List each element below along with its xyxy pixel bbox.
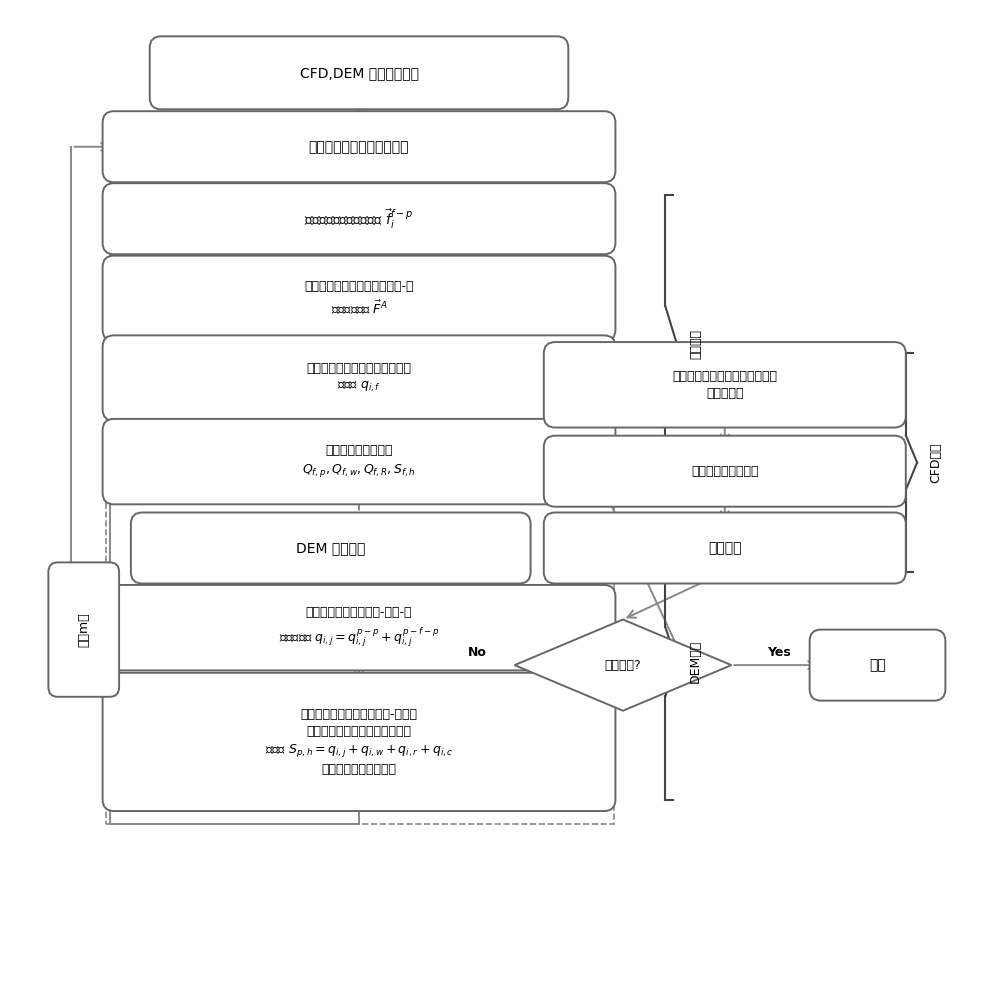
Text: 计算所有流体单元中
$Q_{f,p},Q_{f,w},Q_{f,R},S_{f,h}$: 计算所有流体单元中 $Q_{f,p},Q_{f,w},Q_{f,R},S_{f,… xyxy=(302,444,416,479)
Text: CFD,DEM 及耦合初始化: CFD,DEM 及耦合初始化 xyxy=(300,66,418,80)
Text: DEM模块: DEM模块 xyxy=(689,640,702,683)
FancyBboxPatch shape xyxy=(102,335,616,421)
FancyBboxPatch shape xyxy=(102,111,616,182)
Text: 计算所有额粒热源相中额粒-额粒，
额粒壁面，热辐射，额粒自身换
热总和 $S_{p,h}=q_{i,j}+q_{i,w}+q_{i,r}+q_{i,c}$
并求: 计算所有额粒热源相中额粒-额粒， 额粒壁面，热辐射，额粒自身换 热总和 $S_{… xyxy=(265,708,454,776)
Text: 迭代m次: 迭代m次 xyxy=(78,612,90,647)
Text: 计算流体相控制方程获得流体速
度及压力场: 计算流体相控制方程获得流体速 度及压力场 xyxy=(673,370,778,400)
FancyBboxPatch shape xyxy=(544,512,905,584)
FancyBboxPatch shape xyxy=(544,342,905,428)
Text: DEM 迭代循环: DEM 迭代循环 xyxy=(296,541,365,555)
FancyBboxPatch shape xyxy=(102,183,616,254)
FancyBboxPatch shape xyxy=(809,630,946,701)
Text: 计算所有额粒与周围流体间对流
换热量 $q_{i,f}$: 计算所有额粒与周围流体间对流 换热量 $q_{i,f}$ xyxy=(306,362,411,394)
Text: 计算每个流体单元中体积流体-额
粒相互作用力 $\vec{F}^A$: 计算每个流体单元中体积流体-额 粒相互作用力 $\vec{F}^A$ xyxy=(304,280,413,317)
FancyBboxPatch shape xyxy=(544,436,905,507)
FancyBboxPatch shape xyxy=(102,256,616,341)
Text: 结果输出: 结果输出 xyxy=(708,541,741,555)
FancyBboxPatch shape xyxy=(102,585,616,670)
FancyBboxPatch shape xyxy=(149,36,569,109)
Text: 结束: 结束 xyxy=(869,658,886,672)
Text: No: No xyxy=(467,646,486,659)
Text: Yes: Yes xyxy=(767,646,791,659)
Text: 耦合模块: 耦合模块 xyxy=(689,329,702,359)
Text: 计算流体对额粒的作用力 $\vec{f}_i^{f-p}$: 计算流体对额粒的作用力 $\vec{f}_i^{f-p}$ xyxy=(304,207,413,231)
Text: CFD模块: CFD模块 xyxy=(929,442,943,483)
Text: 计算时间?: 计算时间? xyxy=(605,659,641,672)
FancyBboxPatch shape xyxy=(102,673,616,811)
Polygon shape xyxy=(515,620,732,711)
Text: 计算额粒与额粒、额粒-流体-额
粒间换热量 $q_{i,j}=q_{i,j}^{p-p}+q_{i,j}^{p-f-p}$: 计算额粒与额粒、额粒-流体-额 粒间换热量 $q_{i,j}=q_{i,j}^{… xyxy=(279,606,439,649)
FancyBboxPatch shape xyxy=(131,512,530,584)
FancyBboxPatch shape xyxy=(102,419,616,504)
Text: 计算每个流体单元内孔隙率: 计算每个流体单元内孔隙率 xyxy=(308,140,409,154)
Text: 计算流体相能量方程: 计算流体相能量方程 xyxy=(691,465,758,478)
Bar xyxy=(106,500,614,824)
FancyBboxPatch shape xyxy=(48,562,119,697)
